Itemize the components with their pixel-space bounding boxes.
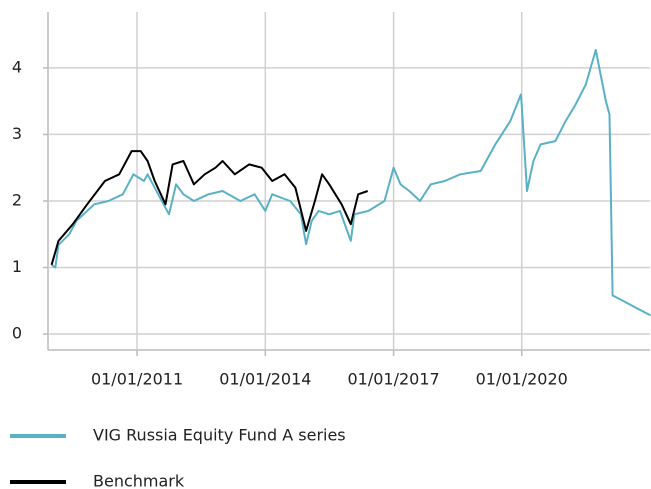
series-line (51, 48, 651, 317)
x-tick-label: 01/01/2020 (476, 370, 568, 389)
legend-label: Benchmark (93, 472, 185, 489)
y-tick-label: 2 (12, 190, 22, 209)
y-tick-label: 3 (12, 124, 22, 143)
y-tick-label: 4 (12, 57, 22, 76)
x-tick-label: 01/01/2011 (91, 370, 183, 389)
series-line (50, 150, 369, 266)
y-tick-label: 1 (12, 257, 22, 276)
legend-label: VIG Russia Equity Fund A series (93, 426, 346, 445)
x-tick-label: 01/01/2014 (219, 370, 311, 389)
x-tick-label: 01/01/2017 (347, 370, 439, 389)
y-tick-label: 0 (12, 324, 22, 343)
